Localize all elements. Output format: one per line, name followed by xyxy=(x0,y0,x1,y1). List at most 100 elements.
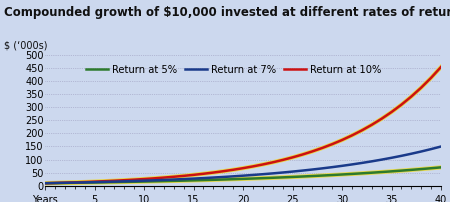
Return at 7% xyxy=(409,153,414,155)
Return at 5% xyxy=(211,179,216,181)
Return at 10% xyxy=(52,182,58,184)
Return at 7% xyxy=(201,177,206,179)
Return at 5% xyxy=(260,177,265,179)
Return at 5% xyxy=(82,181,87,184)
Return at 10% xyxy=(270,161,275,164)
Return at 5% xyxy=(52,182,58,184)
Return at 10% xyxy=(329,143,335,145)
Return at 5% xyxy=(151,180,157,183)
Return at 10% xyxy=(141,178,147,180)
Return at 7% xyxy=(72,181,77,184)
Return at 10% xyxy=(260,163,265,166)
Return at 5% xyxy=(141,180,147,183)
Return at 5% xyxy=(250,177,256,180)
Return at 5% xyxy=(240,178,246,180)
Return at 5% xyxy=(92,181,97,184)
Return at 10% xyxy=(72,181,77,184)
Return at 5% xyxy=(379,171,384,173)
Return at 5% xyxy=(201,179,206,181)
Line: Return at 7%: Return at 7% xyxy=(45,146,441,183)
Return at 5% xyxy=(310,175,315,177)
Return at 10% xyxy=(290,156,295,159)
Return at 7% xyxy=(300,169,305,172)
Return at 10% xyxy=(250,165,256,168)
Return at 7% xyxy=(379,158,384,161)
Return at 5% xyxy=(320,174,325,177)
Return at 5% xyxy=(349,173,355,175)
Return at 7% xyxy=(240,175,246,177)
Return at 7% xyxy=(52,182,58,184)
Return at 5% xyxy=(300,175,305,178)
Return at 7% xyxy=(418,150,424,153)
Return at 7% xyxy=(82,181,87,184)
Return at 5% xyxy=(122,181,127,183)
Return at 7% xyxy=(339,165,345,167)
Return at 7% xyxy=(42,182,48,184)
Return at 10% xyxy=(131,178,137,181)
Return at 10% xyxy=(211,171,216,174)
Return at 5% xyxy=(409,169,414,171)
Return at 10% xyxy=(161,176,166,179)
Return at 5% xyxy=(42,182,48,184)
Return at 10% xyxy=(300,153,305,156)
Return at 10% xyxy=(191,174,196,176)
Return at 10% xyxy=(409,95,414,98)
Return at 5% xyxy=(399,169,404,172)
Return at 10% xyxy=(42,182,48,184)
Return at 7% xyxy=(438,145,444,148)
Return at 7% xyxy=(171,178,176,181)
Return at 5% xyxy=(191,179,196,182)
Return at 5% xyxy=(329,174,335,176)
Return at 10% xyxy=(92,180,97,183)
Return at 7% xyxy=(369,160,374,163)
Return at 10% xyxy=(310,150,315,153)
Return at 10% xyxy=(339,139,345,141)
Return at 5% xyxy=(359,172,364,175)
Return at 5% xyxy=(339,173,345,176)
Return at 5% xyxy=(280,176,285,179)
Return at 10% xyxy=(181,175,186,177)
Return at 5% xyxy=(369,171,374,174)
Return at 7% xyxy=(220,176,226,178)
Return at 7% xyxy=(62,182,68,184)
Return at 7% xyxy=(270,172,275,175)
Return at 10% xyxy=(82,181,87,183)
Return at 10% xyxy=(280,159,285,161)
Return at 10% xyxy=(102,180,107,182)
Return at 5% xyxy=(428,167,434,169)
Return at 7% xyxy=(310,168,315,171)
Return at 10% xyxy=(151,177,157,180)
Return at 5% xyxy=(181,179,186,182)
Line: Return at 5%: Return at 5% xyxy=(45,167,441,183)
Return at 10% xyxy=(112,180,117,182)
Line: Return at 10%: Return at 10% xyxy=(45,67,441,183)
Return at 10% xyxy=(220,170,226,173)
Return at 7% xyxy=(280,171,285,174)
Return at 7% xyxy=(329,166,335,168)
Return at 7% xyxy=(92,181,97,183)
Return at 7% xyxy=(151,179,157,182)
Return at 5% xyxy=(131,181,137,183)
Return at 10% xyxy=(438,66,444,68)
Return at 7% xyxy=(260,173,265,175)
Return at 7% xyxy=(428,148,434,150)
Legend: Return at 5%, Return at 7%, Return at 10%: Return at 5%, Return at 7%, Return at 10… xyxy=(82,61,385,79)
Return at 7% xyxy=(131,180,137,182)
Return at 5% xyxy=(290,176,295,178)
Return at 7% xyxy=(290,170,295,173)
Return at 7% xyxy=(359,162,364,164)
Return at 10% xyxy=(369,124,374,126)
Text: $ (‘000s): $ (‘000s) xyxy=(4,40,48,50)
Return at 7% xyxy=(389,157,394,159)
Return at 5% xyxy=(72,182,77,184)
Return at 10% xyxy=(379,118,384,120)
Return at 7% xyxy=(349,163,355,166)
Return at 10% xyxy=(428,77,434,79)
Return at 10% xyxy=(399,103,404,106)
Return at 7% xyxy=(122,180,127,183)
Return at 10% xyxy=(418,86,424,89)
Return at 10% xyxy=(349,134,355,137)
Return at 5% xyxy=(102,181,107,184)
Return at 5% xyxy=(62,182,68,184)
Return at 5% xyxy=(171,180,176,182)
